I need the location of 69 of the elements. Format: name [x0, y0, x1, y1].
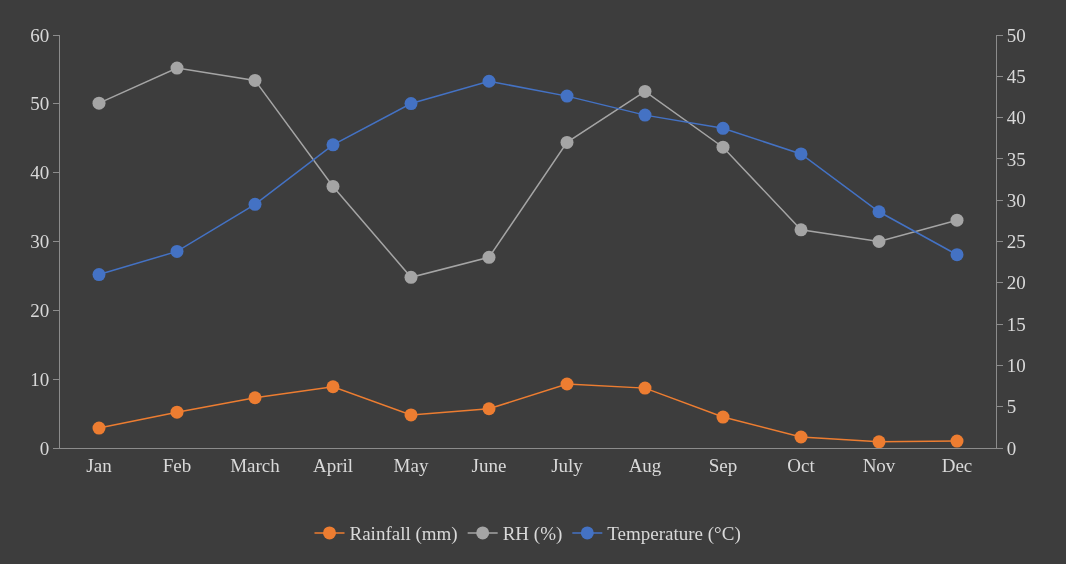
- x-tick-label: Feb: [162, 454, 192, 476]
- point: [716, 140, 730, 154]
- y2-tick-label: 10: [1006, 355, 1026, 377]
- y-tick-label: 10: [30, 368, 50, 390]
- y-tick-label: 30: [30, 231, 50, 253]
- y-tick-label: 50: [30, 93, 50, 115]
- point: [560, 135, 574, 149]
- point: [404, 408, 418, 422]
- point: [170, 61, 184, 75]
- y2-tick-label: 40: [1006, 107, 1026, 129]
- y-tick-label: 60: [30, 24, 50, 46]
- y-tick-label: 40: [30, 162, 50, 184]
- point: [482, 74, 496, 88]
- legend-label: RH (%): [502, 523, 563, 546]
- y2-tick-label: 20: [1006, 272, 1026, 294]
- y2-tick-label: 25: [1006, 231, 1026, 253]
- point: [950, 248, 964, 262]
- y-tick-label: 20: [30, 299, 50, 321]
- x-tick-label: Nov: [862, 454, 896, 476]
- x-tick-label: Dec: [941, 454, 973, 476]
- x-tick-label: March: [230, 454, 281, 476]
- point: [92, 421, 106, 435]
- x-tick-label: April: [312, 454, 354, 476]
- point: [560, 377, 574, 391]
- point: [872, 435, 886, 448]
- legend-label: Temperature (°C): [607, 523, 741, 546]
- point: [638, 108, 652, 122]
- x-tick-label: May: [393, 454, 429, 476]
- point: [248, 197, 262, 211]
- x-tick-label: Aug: [628, 454, 662, 476]
- point: [482, 402, 496, 416]
- point: [326, 380, 340, 394]
- point: [170, 405, 184, 419]
- point: [404, 97, 418, 111]
- point: [794, 430, 808, 444]
- point: [872, 205, 886, 219]
- y2-tick-label: 35: [1006, 148, 1026, 170]
- point: [170, 244, 184, 258]
- y-tick-label: 0: [39, 437, 50, 459]
- y2-tick-label: 0: [1006, 437, 1017, 459]
- point: [638, 381, 652, 395]
- y2-tick-label: 15: [1006, 313, 1026, 335]
- x-tick-label: Jan: [86, 454, 113, 476]
- point: [872, 235, 886, 248]
- point: [950, 434, 964, 448]
- point: [326, 138, 340, 152]
- y2-tick-label: 45: [1006, 65, 1026, 87]
- point: [716, 410, 730, 424]
- legend-label: Rainfall (mm): [349, 523, 458, 546]
- point: [248, 391, 262, 405]
- point: [950, 213, 964, 227]
- point: [794, 223, 808, 237]
- x-tick-label: Sep: [708, 454, 738, 476]
- point: [326, 179, 340, 193]
- x-tick-label: Oct: [787, 454, 816, 476]
- y2-tick-label: 5: [1006, 396, 1017, 418]
- point: [404, 270, 418, 284]
- point: [638, 84, 652, 98]
- x-tick-label: June: [471, 454, 507, 476]
- point: [560, 89, 574, 103]
- point: [482, 250, 496, 264]
- point: [248, 73, 262, 87]
- y2-tick-label: 30: [1006, 189, 1026, 211]
- point: [716, 121, 730, 135]
- x-tick-label: July: [551, 454, 584, 476]
- point: [92, 268, 106, 282]
- point: [794, 147, 808, 161]
- point: [92, 96, 106, 110]
- y2-tick-label: 50: [1006, 24, 1026, 46]
